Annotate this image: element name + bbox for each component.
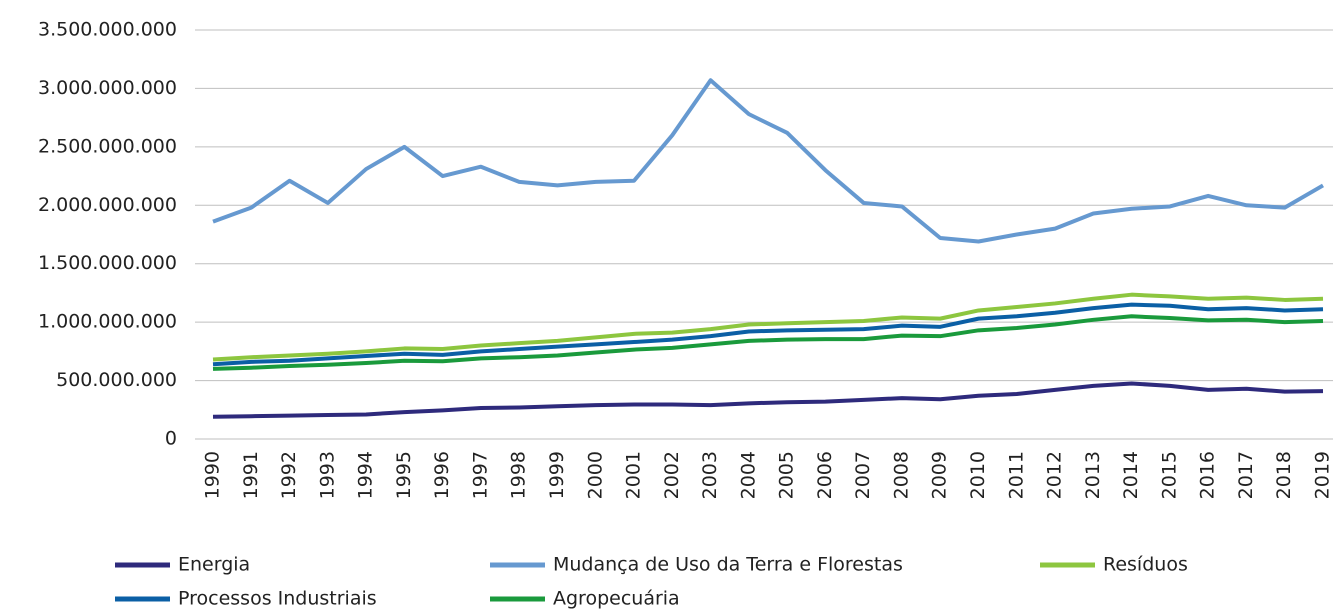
x-tick-label: 1990 [202,451,224,499]
x-tick-label: 2019 [1312,451,1333,499]
y-tick-label: 2.000.000.000 [38,194,177,216]
x-tick-label: 1997 [469,451,491,499]
x-tick-label: 2002 [661,451,683,499]
legend-label: Agropecuária [553,588,680,610]
x-tick-label: 1992 [278,451,300,499]
x-tick-label: 1999 [546,451,568,499]
x-tick-label: 2004 [737,451,759,499]
x-tick-label: 1995 [393,451,415,499]
legend-label: Processos Industriais [178,588,377,610]
y-tick-label: 3.000.000.000 [38,77,177,99]
y-tick-label: 2.500.000.000 [38,135,177,157]
x-tick-label: 1998 [508,451,530,499]
x-tick-label: 2008 [890,451,912,499]
series-line [212,381,1324,419]
x-tick-label: 2014 [1120,451,1142,499]
x-tick-label: 2012 [1044,451,1066,499]
x-tick-label: 2015 [1158,451,1180,499]
x-tick-label: 2017 [1235,451,1257,499]
y-tick-label: 3.500.000.000 [38,19,177,41]
x-tick-label: 1994 [355,451,377,499]
x-tick-label: 1993 [316,451,338,499]
x-tick-label: 2003 [699,451,721,499]
x-tick-label: 2000 [584,451,606,499]
x-tick-label: 2005 [776,451,798,499]
y-tick-label: 0 [165,428,177,450]
legend-label: Energia [178,554,250,576]
x-tick-label: 2018 [1273,451,1295,499]
x-tick-label: 2010 [967,451,989,499]
series-line [212,78,1325,244]
x-tick-label: 2016 [1197,451,1219,499]
x-tick-label: 2006 [814,451,836,499]
y-tick-label: 500.000.000 [56,369,177,391]
legend-label: Resíduos [1103,554,1188,576]
y-tick-label: 1.500.000.000 [38,252,177,274]
y-tick-label: 1.000.000.000 [38,311,177,333]
series-line [212,314,1324,371]
x-tick-label: 2013 [1082,451,1104,499]
series-line [212,302,1324,367]
x-tick-label: 1996 [431,451,453,499]
series-line [212,292,1324,362]
x-tick-label: 2009 [929,451,951,499]
x-tick-label: 2011 [1005,451,1027,499]
x-tick-label: 2001 [623,451,645,499]
legend-label: Mudança de Uso da Terra e Florestas [553,554,903,576]
x-tick-label: 2007 [852,451,874,499]
x-tick-label: 1991 [240,451,262,499]
